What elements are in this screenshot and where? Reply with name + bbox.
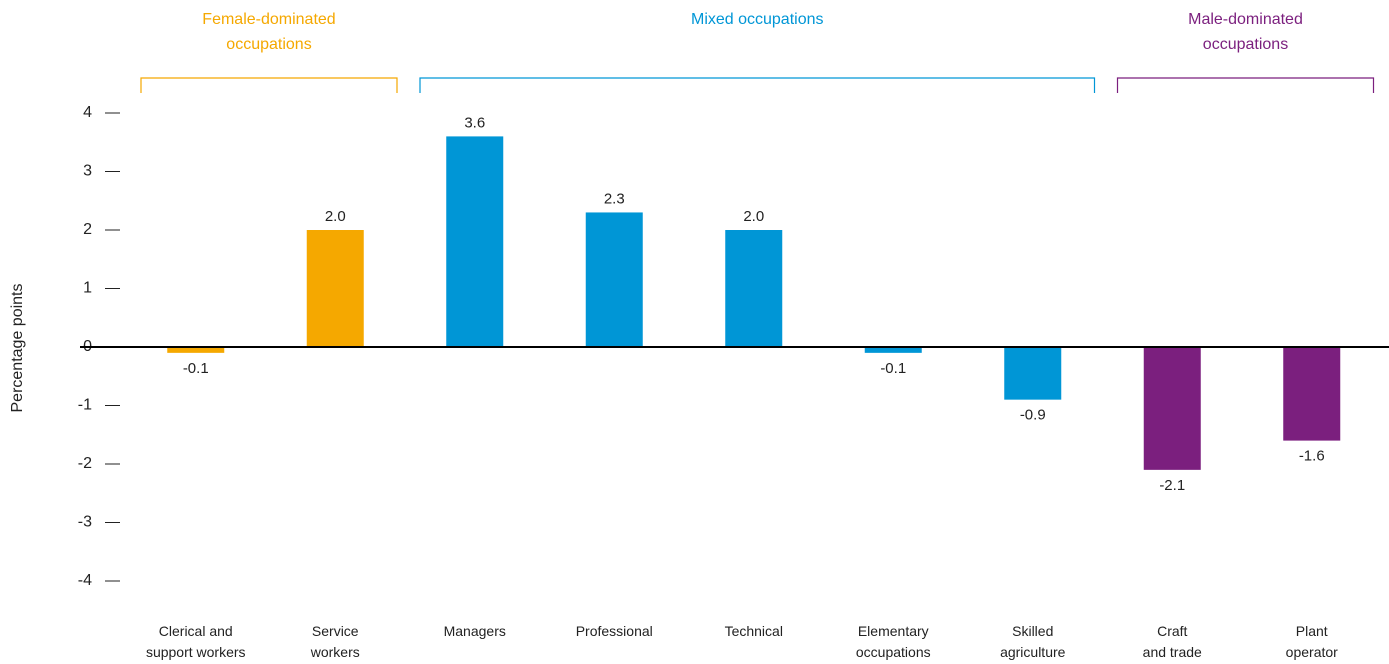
y-tick-label: 1 — [83, 280, 92, 297]
value-label: -0.1 — [183, 360, 209, 377]
y-tick-label: 3 — [83, 163, 92, 180]
y-axis-title: Percentage points — [9, 284, 26, 413]
x-tick-label: Managers — [444, 623, 506, 639]
value-label: 2.3 — [604, 190, 625, 207]
bar — [725, 230, 783, 347]
x-tick-label: Skilled agriculture — [1000, 623, 1066, 660]
group-bracket — [1116, 77, 1375, 93]
value-label: 3.6 — [464, 114, 485, 131]
value-label: -0.9 — [1020, 407, 1046, 424]
y-tick-label: 2 — [83, 221, 92, 238]
value-label: 2.0 — [743, 208, 764, 225]
group-bracket — [419, 77, 1096, 93]
bar — [1143, 347, 1201, 470]
value-label: -0.1 — [880, 360, 906, 377]
bar — [446, 136, 504, 347]
y-tick-label: -4 — [78, 572, 92, 589]
bar — [864, 347, 922, 353]
value-label: -1.6 — [1299, 448, 1325, 465]
y-tick-label: -3 — [78, 514, 92, 531]
bar — [167, 347, 225, 353]
x-tick-label: Elementary occupations — [856, 623, 931, 660]
bar — [585, 212, 643, 347]
y-tick-label: -1 — [78, 397, 92, 414]
value-label: -2.1 — [1159, 477, 1185, 494]
x-tick-label: Plant operator — [1286, 623, 1338, 660]
y-tick-label: 4 — [83, 104, 92, 121]
bar — [1004, 347, 1062, 400]
x-tick-label: Professional — [576, 623, 653, 639]
x-tick-label: Service workers — [310, 623, 360, 660]
bar — [1283, 347, 1341, 441]
group-bracket — [140, 77, 398, 93]
y-tick-label: -2 — [78, 455, 92, 472]
x-tick-label: Craft and trade — [1143, 623, 1202, 660]
value-label: 2.0 — [325, 208, 346, 225]
group-label: Mixed occupations — [691, 11, 824, 28]
bar — [306, 230, 364, 347]
x-tick-label: Technical — [725, 623, 783, 639]
group-label: Male-dominated occupations — [1188, 11, 1303, 53]
x-tick-label: Clerical and support workers — [146, 623, 246, 660]
group-label: Female-dominated occupations — [202, 11, 335, 53]
